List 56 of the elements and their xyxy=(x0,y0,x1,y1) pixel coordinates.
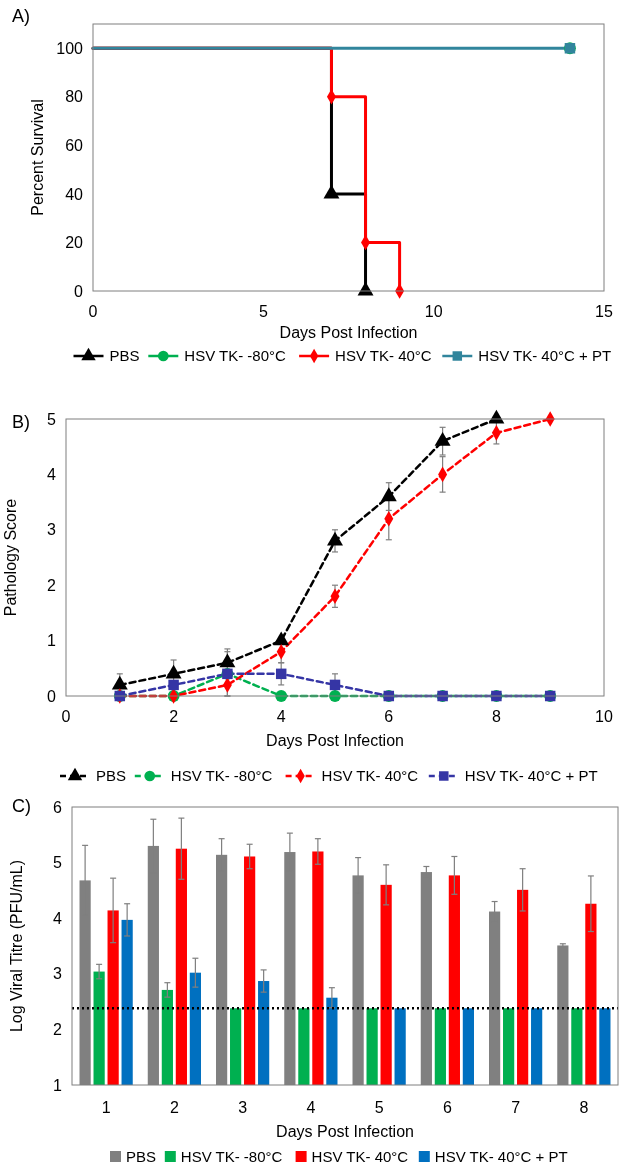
legend-label: HSV TK- 40°C xyxy=(321,767,419,785)
legend-label: PBS xyxy=(126,1148,157,1166)
y-tick-label: 0 xyxy=(47,687,57,705)
x-axis-title: Days Post Infection xyxy=(276,1123,414,1140)
x-tick-label: 1 xyxy=(101,1099,111,1116)
y-tick-label: 5 xyxy=(47,410,57,428)
x-tick-label: 4 xyxy=(276,708,286,725)
x-tick-label: 4 xyxy=(306,1099,316,1116)
y-tick-label: 4 xyxy=(47,466,57,483)
y-tick-label: 2 xyxy=(53,1021,63,1038)
y-tick-label: 40 xyxy=(65,185,84,203)
legend-label: PBS xyxy=(109,347,140,365)
y-axis-title: Percent Survival xyxy=(29,99,46,216)
y-tick-label: 5 xyxy=(53,854,63,872)
legend-label: HSV TK- 40°C + PT xyxy=(464,767,598,785)
y-axis-title: Pathology Score xyxy=(2,498,19,617)
legend-label: HSV TK- 40°C xyxy=(335,347,432,365)
y-tick-label: 80 xyxy=(65,88,84,106)
y-tick-label: 3 xyxy=(47,521,57,539)
chart-title: A) xyxy=(12,6,30,26)
legend-label: HSV TK- -80°C xyxy=(184,347,287,365)
legend-label: HSV TK- -80°C xyxy=(180,1148,283,1166)
x-tick-label: 2 xyxy=(169,708,179,725)
y-tick-label: 6 xyxy=(53,798,63,816)
y-tick-label: 0 xyxy=(74,282,84,300)
x-tick-label: 8 xyxy=(491,708,501,725)
legend-label: HSV TK- 40°C + PT xyxy=(434,1148,568,1166)
chart-title: B) xyxy=(12,412,30,432)
x-tick-label: 0 xyxy=(88,303,98,320)
y-tick-label: 60 xyxy=(65,136,84,154)
x-tick-label: 6 xyxy=(384,708,394,725)
chart-title: C) xyxy=(12,796,31,816)
x-tick-label: 5 xyxy=(258,303,268,320)
y-tick-label: 100 xyxy=(56,39,84,57)
x-tick-label: 8 xyxy=(579,1099,589,1116)
x-tick-label: 10 xyxy=(424,303,443,320)
legend-label: HSV TK- 40°C + PT xyxy=(478,347,612,365)
x-axis-title: Days Post Infection xyxy=(266,732,404,749)
x-tick-label: 5 xyxy=(374,1099,384,1116)
x-tick-label: 15 xyxy=(595,303,613,320)
y-tick-label: 4 xyxy=(53,909,63,927)
y-tick-label: 1 xyxy=(47,632,57,650)
x-axis-title: Days Post Infection xyxy=(279,324,418,341)
legend-label: PBS xyxy=(96,767,127,785)
legend-label: HSV TK- -80°C xyxy=(170,767,273,785)
x-tick-label: 7 xyxy=(511,1099,521,1116)
x-tick-label: 6 xyxy=(442,1099,452,1116)
x-tick-label: 3 xyxy=(238,1099,248,1116)
x-tick-label: 2 xyxy=(169,1099,179,1116)
legend-label: HSV TK- 40°C xyxy=(311,1148,409,1166)
y-tick-label: 20 xyxy=(65,234,84,252)
y-tick-label: 2 xyxy=(47,576,57,594)
y-tick-label: 1 xyxy=(53,1076,63,1094)
x-tick-label: 10 xyxy=(595,708,613,725)
y-tick-label: 3 xyxy=(53,965,63,983)
y-axis-title: Log Viral Titre (PFU/mL) xyxy=(8,859,25,1033)
